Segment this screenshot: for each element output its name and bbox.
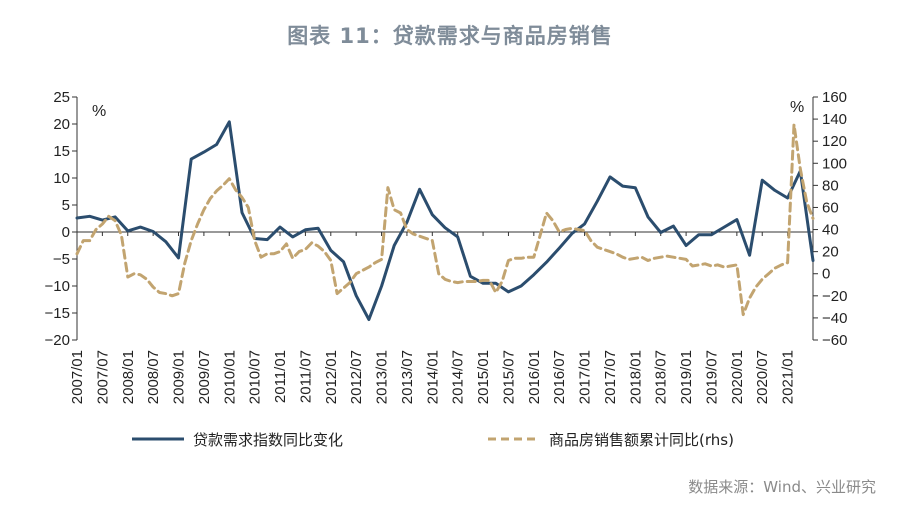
left-axis-ticks: 25 20 15 10 5 0 −5 −10 −15 −20 bbox=[45, 89, 77, 349]
x-tick-label: 2012/07 bbox=[348, 350, 365, 404]
legend-label-loan-demand: 贷款需求指数同比变化 bbox=[193, 431, 343, 449]
x-tick-label: 2008/07 bbox=[145, 350, 162, 404]
right-tick-label: −40 bbox=[822, 310, 847, 327]
x-tick-label: 2015/01 bbox=[475, 350, 492, 404]
x-tick-label: 2018/07 bbox=[653, 350, 670, 404]
legend-label-housing-sales: 商品房销售额累计同比(rhs) bbox=[549, 431, 734, 449]
x-tick-label: 2017/07 bbox=[602, 350, 619, 404]
source-note: 数据来源：Wind、兴业研究 bbox=[688, 478, 876, 496]
x-tick-label: 2015/07 bbox=[500, 350, 517, 404]
right-tick-label: 120 bbox=[822, 133, 847, 150]
right-tick-label: 40 bbox=[822, 222, 839, 239]
x-tick-label: 2017/01 bbox=[577, 350, 594, 404]
x-tick-label: 2020/07 bbox=[754, 350, 771, 404]
right-axis-ticks: 160 140 120 100 80 60 40 20 0 −20 −40 −60 bbox=[813, 89, 847, 349]
x-axis-ticks: 2007/01 2007/07 2008/01 2008/07 2009/01 2009/… bbox=[69, 232, 797, 404]
series-line-loan-demand bbox=[75, 120, 815, 321]
left-tick-label: −10 bbox=[45, 278, 70, 295]
x-tick-label: 2012/01 bbox=[323, 350, 340, 404]
x-tick-label: 2020/01 bbox=[729, 350, 746, 404]
x-tick-label: 2007/01 bbox=[69, 350, 86, 404]
chart-title: 图表 11：贷款需求与商品房销售 bbox=[287, 24, 613, 48]
right-tick-label: 80 bbox=[822, 177, 839, 194]
left-tick-label: 15 bbox=[53, 143, 70, 160]
x-tick-label: 2011/07 bbox=[297, 350, 314, 403]
x-tick-label: 2013/07 bbox=[399, 350, 416, 404]
x-tick-label: 2019/07 bbox=[703, 350, 720, 404]
x-tick-label: 2007/07 bbox=[94, 350, 111, 404]
series-line-housing-sales bbox=[75, 123, 815, 317]
left-axis-unit: % bbox=[92, 103, 106, 120]
x-tick-label: 2009/01 bbox=[171, 350, 188, 404]
x-tick-label: 2019/01 bbox=[678, 350, 695, 404]
x-tick-label: 2013/01 bbox=[374, 350, 391, 404]
left-tick-label: 25 bbox=[53, 89, 70, 106]
right-tick-label: −60 bbox=[822, 332, 847, 349]
left-tick-label: −15 bbox=[45, 305, 70, 322]
x-tick-label: 2016/01 bbox=[526, 350, 543, 404]
right-tick-label: −20 bbox=[822, 288, 847, 305]
left-tick-label: 5 bbox=[62, 197, 70, 214]
right-axis-unit: % bbox=[790, 99, 804, 116]
left-tick-label: −20 bbox=[45, 332, 70, 349]
legend: 贷款需求指数同比变化 商品房销售额累计同比(rhs) bbox=[132, 431, 734, 449]
x-tick-label: 2018/01 bbox=[627, 350, 644, 404]
x-tick-label: 2010/01 bbox=[221, 350, 238, 404]
x-tick-label: 2008/01 bbox=[120, 350, 137, 404]
left-tick-label: −5 bbox=[53, 251, 70, 268]
x-tick-label: 2016/07 bbox=[551, 350, 568, 404]
right-tick-label: 140 bbox=[822, 111, 847, 128]
x-tick-label: 2014/07 bbox=[450, 350, 467, 404]
x-tick-label: 2011/01 bbox=[272, 350, 289, 403]
right-tick-label: 160 bbox=[822, 89, 847, 106]
x-tick-label: 2021/01 bbox=[780, 350, 797, 404]
series-lines bbox=[75, 120, 815, 321]
x-tick-label: 2010/07 bbox=[247, 350, 264, 404]
x-tick-label: 2014/01 bbox=[424, 350, 441, 404]
right-tick-label: 60 bbox=[822, 199, 839, 216]
right-tick-label: 100 bbox=[822, 155, 847, 172]
axes bbox=[76, 97, 814, 340]
right-tick-label: 0 bbox=[822, 266, 830, 283]
x-tick-label: 2009/07 bbox=[196, 350, 213, 404]
left-tick-label: 20 bbox=[53, 116, 70, 133]
left-tick-label: 0 bbox=[62, 224, 70, 241]
right-tick-label: 20 bbox=[822, 244, 839, 261]
left-tick-label: 10 bbox=[53, 170, 70, 187]
